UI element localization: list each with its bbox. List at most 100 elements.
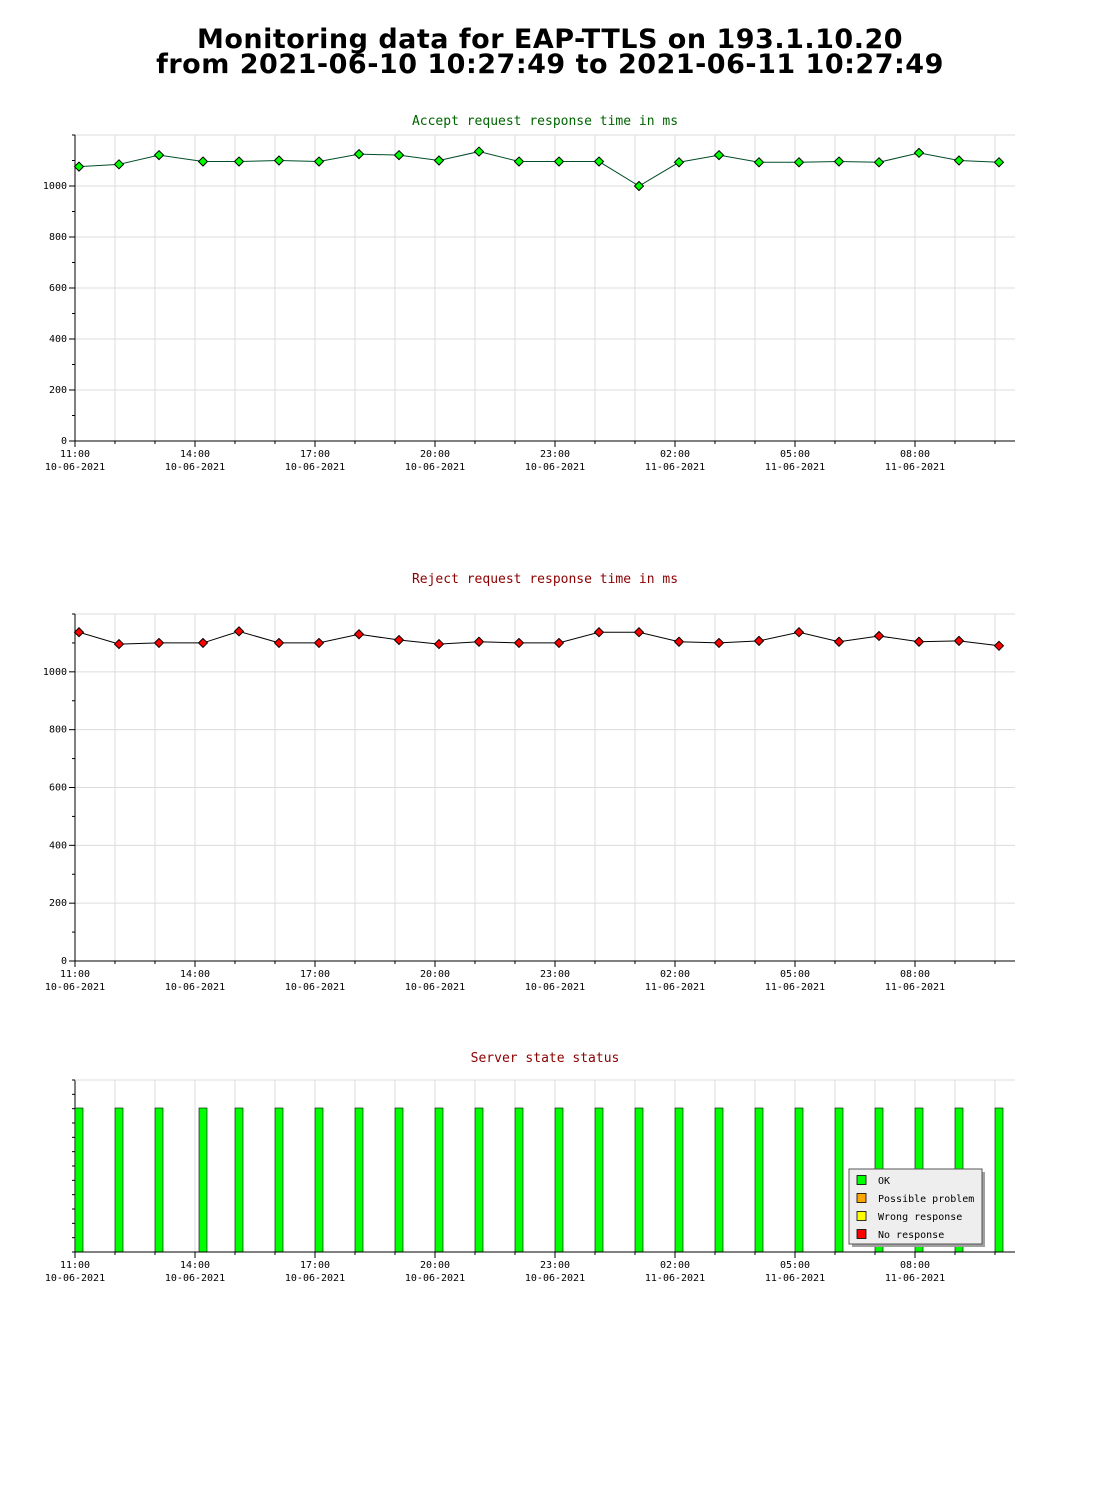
status-bar bbox=[274, 1107, 284, 1253]
status-bar bbox=[754, 1107, 764, 1253]
x-tick-label-time: 14:00 bbox=[180, 969, 210, 980]
data-point bbox=[353, 629, 365, 640]
x-tick-label-date: 10-06-2021 bbox=[525, 1273, 585, 1284]
x-axis-2: 11:00 10-06-2021 14:00 10-06-2021 17:00 10-06… bbox=[45, 960, 1015, 993]
x-tick-label-time: 23:00 bbox=[540, 1260, 570, 1271]
data-point bbox=[713, 637, 725, 649]
x-tick-label-date: 11-06-2021 bbox=[765, 462, 825, 473]
status-bar bbox=[114, 1107, 124, 1253]
y-tick-label: 1000 bbox=[43, 667, 67, 678]
x-tick-label-time: 20:00 bbox=[420, 969, 450, 980]
x-tick-label-time: 23:00 bbox=[540, 449, 570, 460]
data-point bbox=[713, 149, 725, 161]
data-point bbox=[913, 147, 925, 159]
data-point bbox=[393, 149, 405, 161]
status-bar bbox=[794, 1107, 804, 1253]
data-point bbox=[913, 636, 925, 647]
status-bar bbox=[354, 1107, 364, 1253]
x-tick-label-time: 20:00 bbox=[420, 1260, 450, 1271]
legend-label: Wrong response bbox=[878, 1212, 962, 1223]
status-bar bbox=[474, 1107, 484, 1253]
data-point bbox=[313, 637, 325, 649]
legend-label: OK bbox=[878, 1176, 890, 1187]
data-point bbox=[873, 630, 885, 642]
series-line bbox=[78, 630, 1000, 647]
x-axis-3: 11:00 10-06-2021 14:00 10-06-2021 17:00 10-06… bbox=[45, 1251, 1015, 1284]
x-tick-label-time: 08:00 bbox=[900, 1260, 930, 1271]
x-tick-label-date: 10-06-2021 bbox=[165, 982, 225, 993]
x-tick-label-date: 10-06-2021 bbox=[525, 982, 585, 993]
y-tick-label: 400 bbox=[49, 840, 67, 851]
x-tick-label-time: 02:00 bbox=[660, 1260, 690, 1271]
x-tick-label-date: 10-06-2021 bbox=[405, 462, 465, 473]
data-point bbox=[313, 156, 325, 167]
x-tick-label-date: 10-06-2021 bbox=[165, 462, 225, 473]
status-bar bbox=[834, 1107, 844, 1253]
x-tick-label-date: 11-06-2021 bbox=[885, 462, 945, 473]
x-tick-label-time: 11:00 bbox=[60, 449, 90, 460]
data-point bbox=[593, 156, 605, 167]
data-point bbox=[953, 155, 965, 166]
line-chart-2: Reject request response time in ms 0 200 40… bbox=[43, 572, 1015, 967]
data-point bbox=[633, 627, 645, 638]
status-bar bbox=[674, 1107, 684, 1253]
x-tick-label-date: 11-06-2021 bbox=[645, 982, 705, 993]
x-tick-label-date: 11-06-2021 bbox=[645, 1273, 705, 1284]
x-tick-label-date: 11-06-2021 bbox=[885, 1273, 945, 1284]
x-tick-label-date: 10-06-2021 bbox=[285, 982, 345, 993]
data-point bbox=[513, 156, 525, 167]
data-point bbox=[393, 634, 405, 646]
x-tick-label-time: 11:00 bbox=[60, 1260, 90, 1271]
data-point bbox=[793, 627, 805, 638]
data-point bbox=[433, 638, 445, 650]
data-point bbox=[473, 636, 485, 647]
data-point bbox=[233, 626, 245, 637]
x-tick-label-date: 10-06-2021 bbox=[165, 1273, 225, 1284]
x-tick-label-time: 14:00 bbox=[180, 1260, 210, 1271]
y-tick-label: 400 bbox=[49, 334, 67, 345]
x-tick-label-date: 10-06-2021 bbox=[405, 982, 465, 993]
y-tick-label: 200 bbox=[49, 385, 67, 396]
legend-swatch bbox=[856, 1193, 867, 1203]
legend-swatch bbox=[856, 1211, 867, 1221]
status-bar bbox=[514, 1107, 524, 1253]
legend-swatch bbox=[856, 1175, 867, 1185]
x-tick-label-time: 08:00 bbox=[900, 969, 930, 980]
data-point bbox=[153, 637, 165, 649]
data-point bbox=[753, 157, 765, 168]
data-point bbox=[433, 155, 445, 166]
status-bar bbox=[394, 1107, 404, 1253]
y-tick-label: 800 bbox=[49, 232, 67, 243]
x-tick-label-date: 11-06-2021 bbox=[885, 982, 945, 993]
x-tick-label-date: 11-06-2021 bbox=[765, 982, 825, 993]
data-point bbox=[873, 157, 885, 168]
y-tick-label: 800 bbox=[49, 725, 67, 736]
chart-title: Reject request response time in ms bbox=[412, 572, 678, 587]
legend: OK Possible problem Wrong response No respo… bbox=[848, 1168, 985, 1247]
status-bar bbox=[234, 1107, 244, 1253]
page-title-line-2: from 2021-06-10 10:27:49 to 2021-06-11 1… bbox=[156, 49, 944, 80]
status-bar bbox=[434, 1107, 444, 1253]
data-point bbox=[833, 156, 845, 167]
x-tick-label-time: 05:00 bbox=[780, 449, 810, 460]
legend-label: Possible problem bbox=[878, 1194, 974, 1205]
legend-label: No response bbox=[878, 1230, 944, 1241]
x-tick-label-date: 10-06-2021 bbox=[525, 462, 585, 473]
data-point bbox=[273, 155, 285, 166]
data-point bbox=[197, 156, 209, 167]
x-tick-label-time: 05:00 bbox=[780, 1260, 810, 1271]
status-bar bbox=[714, 1107, 724, 1253]
status-bar bbox=[314, 1107, 324, 1253]
chart-title: Server state status bbox=[471, 1051, 620, 1066]
x-tick-label-date: 11-06-2021 bbox=[765, 1273, 825, 1284]
data-point bbox=[993, 640, 1005, 652]
x-tick-label-date: 10-06-2021 bbox=[405, 1273, 465, 1284]
data-point bbox=[633, 180, 645, 192]
data-point bbox=[233, 156, 245, 167]
x-tick-label-time: 23:00 bbox=[540, 969, 570, 980]
data-point bbox=[153, 149, 165, 161]
x-tick-label-time: 05:00 bbox=[780, 969, 810, 980]
x-tick-label-date: 10-06-2021 bbox=[285, 1273, 345, 1284]
status-bar bbox=[994, 1107, 1004, 1253]
x-tick-label-time: 17:00 bbox=[300, 969, 330, 980]
